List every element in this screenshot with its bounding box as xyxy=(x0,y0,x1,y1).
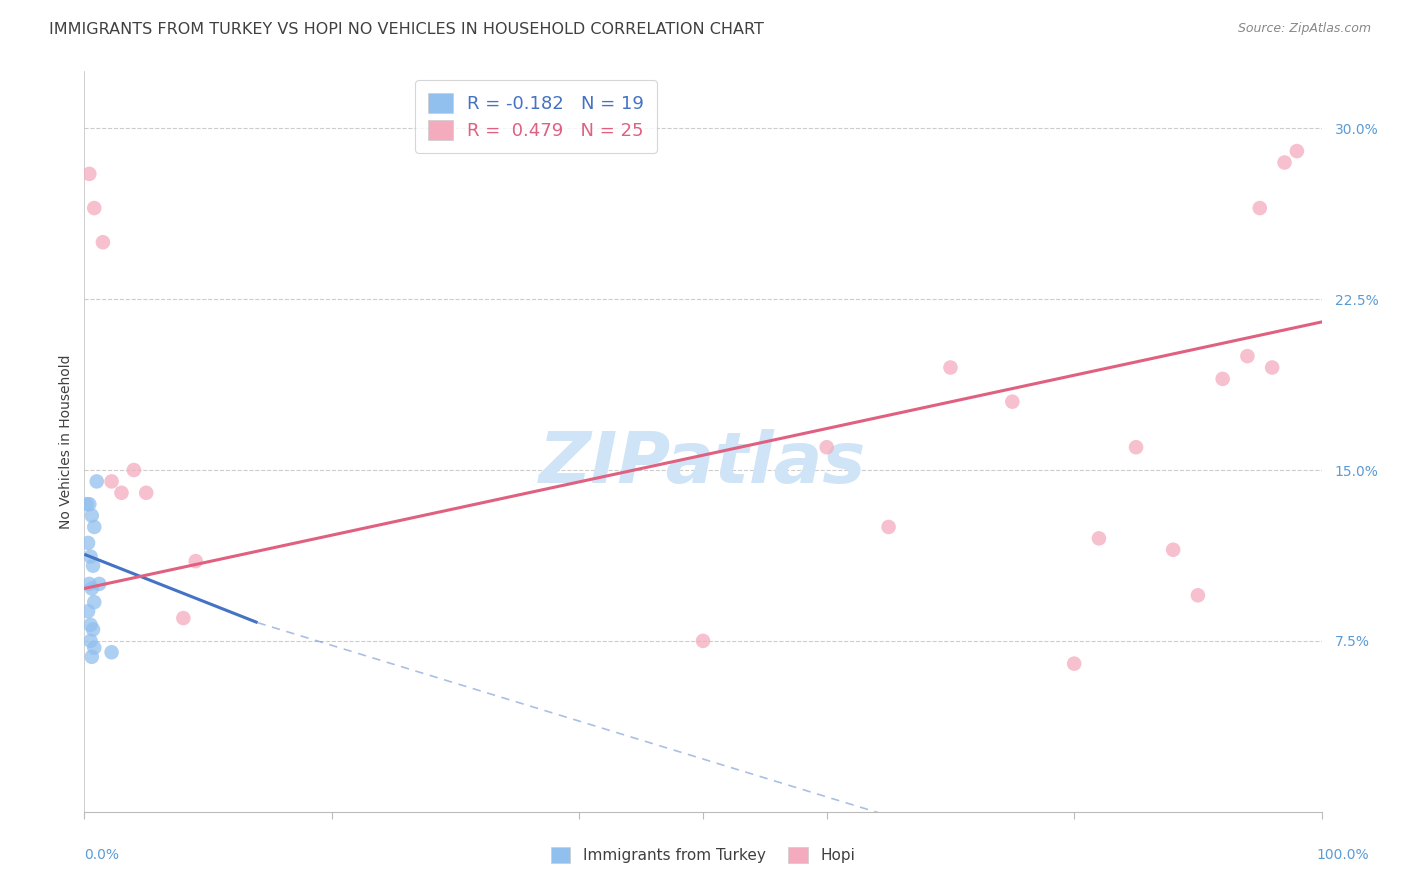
Point xyxy=(83,520,105,534)
Point xyxy=(100,475,122,489)
Point xyxy=(76,497,98,511)
Point xyxy=(80,582,103,596)
Point xyxy=(79,167,101,181)
Point xyxy=(1236,349,1258,363)
Point xyxy=(89,577,111,591)
Point xyxy=(1285,144,1308,158)
Point xyxy=(91,235,114,250)
Text: 100.0%: 100.0% xyxy=(1316,847,1369,862)
Point xyxy=(80,649,103,664)
Point xyxy=(1212,372,1234,386)
Point xyxy=(1088,532,1111,546)
Point xyxy=(1187,588,1209,602)
Point xyxy=(79,618,101,632)
Point xyxy=(79,633,101,648)
Point xyxy=(77,604,100,618)
Point xyxy=(1001,394,1024,409)
Text: 0.0%: 0.0% xyxy=(84,847,118,862)
Legend: Immigrants from Turkey, Hopi: Immigrants from Turkey, Hopi xyxy=(543,839,863,871)
Y-axis label: No Vehicles in Household: No Vehicles in Household xyxy=(59,354,73,529)
Point xyxy=(82,558,104,573)
Point xyxy=(1249,201,1271,215)
Legend: R = -0.182   N = 19, R =  0.479   N = 25: R = -0.182 N = 19, R = 0.479 N = 25 xyxy=(415,80,657,153)
Text: IMMIGRANTS FROM TURKEY VS HOPI NO VEHICLES IN HOUSEHOLD CORRELATION CHART: IMMIGRANTS FROM TURKEY VS HOPI NO VEHICL… xyxy=(49,22,763,37)
Point xyxy=(83,201,105,215)
Point xyxy=(79,549,101,564)
Text: Source: ZipAtlas.com: Source: ZipAtlas.com xyxy=(1237,22,1371,36)
Point xyxy=(77,536,100,550)
Point xyxy=(82,623,104,637)
Point xyxy=(100,645,122,659)
Point xyxy=(692,633,714,648)
Point xyxy=(110,485,132,500)
Point xyxy=(83,595,105,609)
Point xyxy=(83,640,105,655)
Point xyxy=(1161,542,1184,557)
Point xyxy=(80,508,103,523)
Text: ZIPatlas: ZIPatlas xyxy=(540,429,866,499)
Point xyxy=(79,497,101,511)
Point xyxy=(1063,657,1085,671)
Point xyxy=(79,577,101,591)
Point xyxy=(86,475,108,489)
Point xyxy=(877,520,900,534)
Point xyxy=(122,463,145,477)
Point xyxy=(184,554,207,568)
Point xyxy=(939,360,962,375)
Point xyxy=(1274,155,1296,169)
Point xyxy=(135,485,157,500)
Point xyxy=(1261,360,1284,375)
Point xyxy=(1125,440,1147,454)
Point xyxy=(172,611,194,625)
Point xyxy=(815,440,838,454)
